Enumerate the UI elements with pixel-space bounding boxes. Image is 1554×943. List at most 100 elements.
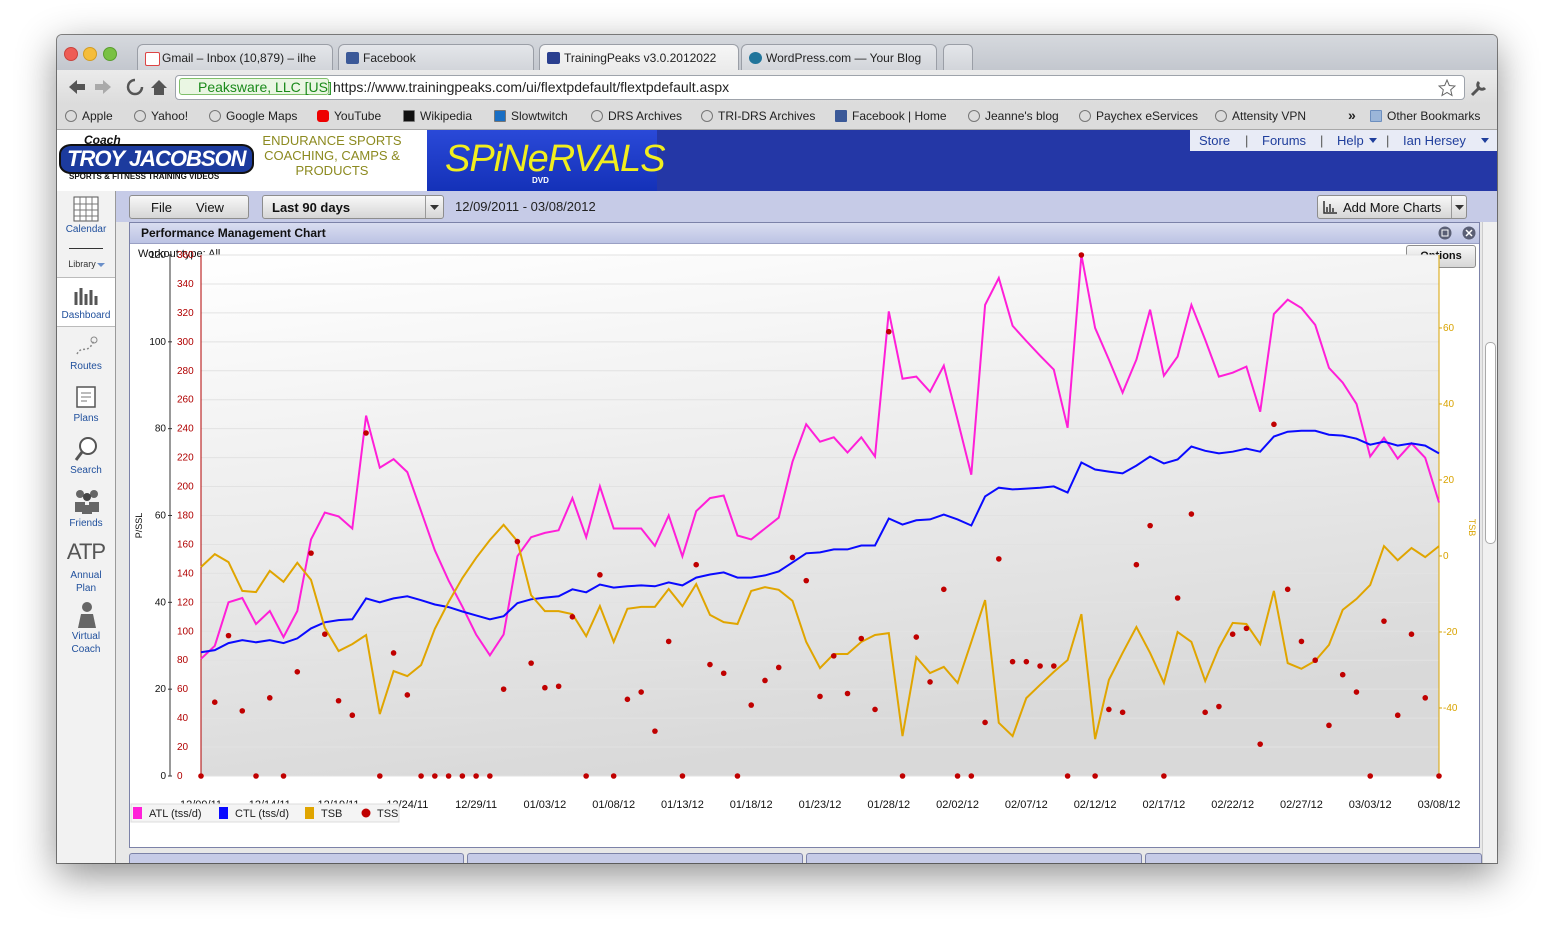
bookmark-label: Attensity VPN (1232, 109, 1307, 123)
data-point (1037, 663, 1043, 669)
tab[interactable]: Facebook (338, 44, 534, 70)
wrench-menu[interactable] (1469, 78, 1489, 98)
bookmark[interactable]: Slowtwitch (494, 109, 568, 123)
scrollbar[interactable] (1482, 222, 1497, 863)
divider (425, 196, 426, 218)
legend-swatch (305, 807, 314, 819)
y2-tick-label: 320 (177, 308, 194, 319)
scroll-thumb[interactable] (1485, 342, 1496, 544)
nav-link[interactable]: Forums (1262, 133, 1307, 148)
bookmark-label: Facebook | Home (852, 109, 947, 123)
bookmark[interactable]: Yahoo! (134, 109, 188, 123)
sidebar-item[interactable]: Virtual Coach (71, 631, 101, 655)
menu-item[interactable]: View (196, 200, 224, 215)
tab[interactable]: Gmail – Inbox (10,879) – ilhe (137, 44, 333, 70)
range-dropdown[interactable]: Last 90 days (262, 195, 444, 219)
bookmark[interactable]: Google Maps (209, 109, 297, 123)
data-point (1394, 712, 1401, 719)
data-point (597, 572, 603, 578)
data-point (1284, 586, 1291, 593)
data-point (266, 695, 273, 701)
data-point (349, 712, 356, 719)
data-point (1023, 658, 1030, 665)
bookmarks-overflow[interactable]: » (1348, 107, 1356, 123)
nav-link[interactable]: Store (1199, 133, 1231, 148)
y-tick-label: 60 (155, 511, 167, 522)
bookmark[interactable]: TRI-DRS Archives (701, 109, 815, 123)
y3-axis-label: TSB (1467, 519, 1477, 537)
chart-icon (1323, 201, 1337, 214)
forward-button[interactable] (95, 80, 111, 94)
bookmark-icon (65, 110, 77, 122)
range-label: Last 90 days (272, 200, 351, 215)
new-tab[interactable] (943, 44, 973, 70)
y-tick-label: 40 (155, 597, 167, 608)
data-point (390, 650, 397, 656)
sidebar-item[interactable]: Routes (70, 361, 102, 372)
x-tick-label: 02/17/12 (1142, 799, 1185, 811)
address-bar[interactable]: Peaksware, LLC [US] https://www.training… (175, 75, 1465, 100)
x-tick-label: 01/28/12 (867, 799, 910, 811)
data-point (1106, 706, 1112, 713)
close-window[interactable] (64, 47, 78, 61)
sidebar-item[interactable]: Calendar (65, 224, 107, 235)
dropdown-arrow (430, 205, 439, 210)
data-point (1326, 722, 1332, 729)
bookmark[interactable]: Wikipedia (403, 109, 472, 123)
other-bookmarks[interactable]: Other Bookmarks (1370, 109, 1480, 123)
bookmark-icon (835, 110, 847, 122)
data-point (1367, 773, 1374, 779)
data-point (817, 693, 823, 700)
data-point (1119, 709, 1126, 716)
identity-box[interactable] (179, 78, 329, 95)
bookmark[interactable]: Facebook | Home (835, 109, 947, 123)
bookmark[interactable]: Paychex eServices (1079, 109, 1198, 123)
bookmark[interactable]: Apple (65, 109, 113, 123)
data-point (1353, 689, 1360, 695)
y3-tick-label: -20 (1443, 627, 1458, 638)
home-button[interactable] (151, 80, 167, 95)
data-point (638, 689, 644, 695)
sidebar-item[interactable]: Dashboard (61, 310, 111, 321)
y2-tick-label: 160 (177, 539, 194, 550)
back-button[interactable] (69, 80, 85, 94)
tab-title: Gmail – Inbox (10,879) – ilhe (162, 51, 317, 65)
nav-buttons[interactable] (65, 76, 169, 98)
reload-button[interactable] (126, 78, 144, 96)
menu-item[interactable]: File (151, 200, 172, 215)
data-point (225, 632, 232, 639)
bookmark-icon (1079, 110, 1091, 122)
bookmark[interactable]: Jeanne's blog (968, 109, 1059, 123)
add-charts-button[interactable]: Add More Charts (1317, 195, 1467, 219)
data-point (1188, 511, 1195, 517)
x-tick-label: 02/07/12 (1005, 799, 1048, 811)
maximize-button[interactable] (1438, 226, 1452, 240)
y2-tick-label: 280 (177, 366, 194, 377)
sidebar-item[interactable]: Annual Plan (70, 570, 102, 594)
bookmark-star[interactable] (1438, 79, 1456, 97)
data-point (830, 653, 837, 659)
tab[interactable]: WordPress.com — Your Blog (741, 44, 937, 70)
nav-separator: | (1320, 133, 1324, 148)
zoom-window[interactable] (103, 47, 117, 61)
sidebar-item[interactable]: Library (68, 259, 96, 269)
sidebar-item[interactable]: Plans (73, 413, 99, 424)
bookmark[interactable]: DRS Archives (591, 109, 682, 123)
tab-title: TrainingPeaks v3.0.2012022 (564, 51, 717, 65)
nav-link[interactable]: Ian Hersey (1403, 133, 1466, 148)
panel-title: Performance Management Chart (141, 226, 326, 240)
sidebar-item[interactable]: Search (70, 465, 102, 476)
tab[interactable]: TrainingPeaks v3.0.2012022 (539, 44, 739, 70)
bookmark-icon (317, 110, 329, 122)
favicon (749, 52, 762, 64)
sidebar-item[interactable]: Friends (69, 518, 103, 529)
data-point (693, 561, 699, 568)
bookmark[interactable]: YouTube (317, 109, 381, 123)
bookmark[interactable]: Attensity VPN (1215, 109, 1306, 123)
data-point (1147, 522, 1153, 529)
y2-tick-label: 60 (177, 684, 189, 695)
minimize-window[interactable] (83, 47, 97, 61)
y2-tick-label: 300 (177, 337, 194, 348)
routes-icon (76, 336, 98, 355)
nav-link[interactable]: Help (1337, 133, 1364, 148)
